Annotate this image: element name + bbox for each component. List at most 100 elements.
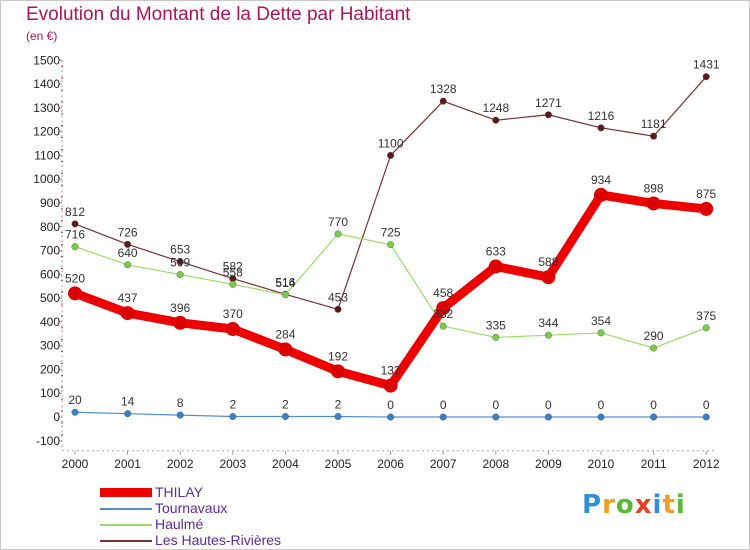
data-point	[702, 413, 710, 421]
data-point	[439, 322, 447, 330]
data-point	[699, 201, 714, 216]
data-point	[492, 333, 500, 341]
logo-letter: P	[582, 490, 603, 520]
data-label: 0	[703, 398, 710, 412]
line-chart: -100010020030040050060070080090010001100…	[33, 53, 720, 471]
data-label: 514	[275, 276, 295, 290]
data-point	[331, 364, 345, 379]
data-label: 875	[696, 187, 716, 201]
data-point	[229, 413, 237, 421]
y-tick-label: 1300	[33, 101, 60, 115]
x-tick-label: 2001	[114, 457, 141, 471]
data-point	[597, 124, 605, 132]
data-label: 599	[170, 256, 190, 270]
data-point	[124, 261, 132, 269]
data-label: 558	[223, 265, 243, 279]
data-point	[124, 410, 132, 418]
data-label: 192	[328, 349, 348, 363]
data-label: 370	[223, 307, 243, 321]
y-tick-label: 700	[40, 244, 60, 258]
y-tick-label: 0	[53, 410, 60, 424]
legend-label-hautes-rivieres: Les Hautes-Rivières	[155, 532, 282, 548]
data-label: 0	[387, 398, 394, 412]
data-point	[387, 151, 395, 159]
x-tick-label: 2011	[641, 457, 667, 471]
data-label: 1271	[535, 96, 562, 110]
data-label: 14	[121, 395, 135, 409]
data-point	[71, 408, 79, 416]
data-point	[439, 413, 447, 421]
data-label: 640	[118, 246, 138, 260]
logo-letter: t	[662, 490, 676, 520]
data-label: 1181	[641, 117, 667, 131]
y-tick-label: 1500	[33, 53, 60, 67]
data-label: 335	[486, 318, 506, 332]
y-tick-label: 200	[40, 362, 60, 376]
data-point	[488, 259, 503, 274]
y-tick-label: 300	[40, 339, 60, 353]
legend-swatch-hautes-rivieres	[100, 540, 152, 542]
data-point	[646, 196, 661, 211]
data-point	[176, 411, 184, 419]
data-label: 1431	[693, 58, 720, 72]
data-label: 0	[492, 398, 499, 412]
y-tick-label: 100	[40, 386, 60, 400]
chart-subtitle: (en €)	[26, 29, 58, 43]
legend-swatch-tournavaux	[100, 508, 152, 510]
data-point	[387, 413, 395, 421]
x-tick-label: 2006	[377, 457, 404, 471]
legend-label-thilay: THILAY	[155, 484, 203, 500]
data-label: 1328	[430, 82, 457, 96]
y-tick-label: 600	[40, 267, 60, 281]
x-tick-label: 2008	[482, 457, 509, 471]
data-label: 0	[650, 398, 657, 412]
data-point	[492, 413, 500, 421]
x-tick-label: 2005	[325, 457, 352, 471]
x-tick-label: 2009	[535, 457, 562, 471]
logo-letter: i	[652, 490, 663, 520]
data-label: 770	[328, 215, 348, 229]
data-point	[702, 324, 710, 332]
data-label: 588	[538, 255, 558, 269]
data-point	[229, 280, 237, 288]
data-point	[124, 240, 132, 248]
chart-title: Evolution du Montant de la Dette par Hab…	[26, 4, 411, 25]
x-tick-label: 2002	[167, 457, 194, 471]
data-point	[225, 322, 240, 337]
data-point	[176, 258, 184, 266]
data-label: 354	[591, 314, 611, 328]
logo-letter: x	[634, 490, 653, 520]
y-tick-label: 400	[40, 315, 60, 329]
legend-label-haulme: Haulmé	[155, 516, 204, 532]
x-tick-label: 2012	[693, 457, 720, 471]
data-label: 934	[591, 173, 611, 187]
data-point	[71, 243, 79, 251]
x-tick-label: 2003	[219, 457, 246, 471]
data-point	[439, 97, 447, 105]
data-label: 0	[545, 398, 552, 412]
data-point	[492, 116, 500, 124]
data-label: 20	[68, 393, 82, 407]
data-point	[120, 306, 135, 321]
y-tick-label: -100	[36, 434, 60, 448]
legend-swatch-thilay	[100, 488, 152, 497]
data-point	[387, 241, 395, 249]
data-point	[68, 286, 82, 301]
data-point	[597, 329, 605, 337]
data-label: 726	[118, 225, 138, 239]
legend-label-tournavaux: Tournavaux	[155, 500, 228, 516]
data-point	[650, 132, 658, 140]
y-tick-label: 500	[40, 291, 60, 305]
x-tick-label: 2004	[272, 457, 299, 471]
data-label: 458	[433, 286, 453, 300]
data-point	[176, 271, 184, 279]
y-tick-label: 900	[40, 196, 60, 210]
data-label: 0	[440, 398, 447, 412]
data-label: 290	[644, 329, 664, 343]
y-tick-label: 1100	[34, 148, 60, 162]
y-tick-label: 800	[40, 220, 60, 234]
data-label: 1248	[482, 101, 509, 115]
logo-letter: i	[675, 490, 686, 520]
data-point	[650, 413, 658, 421]
